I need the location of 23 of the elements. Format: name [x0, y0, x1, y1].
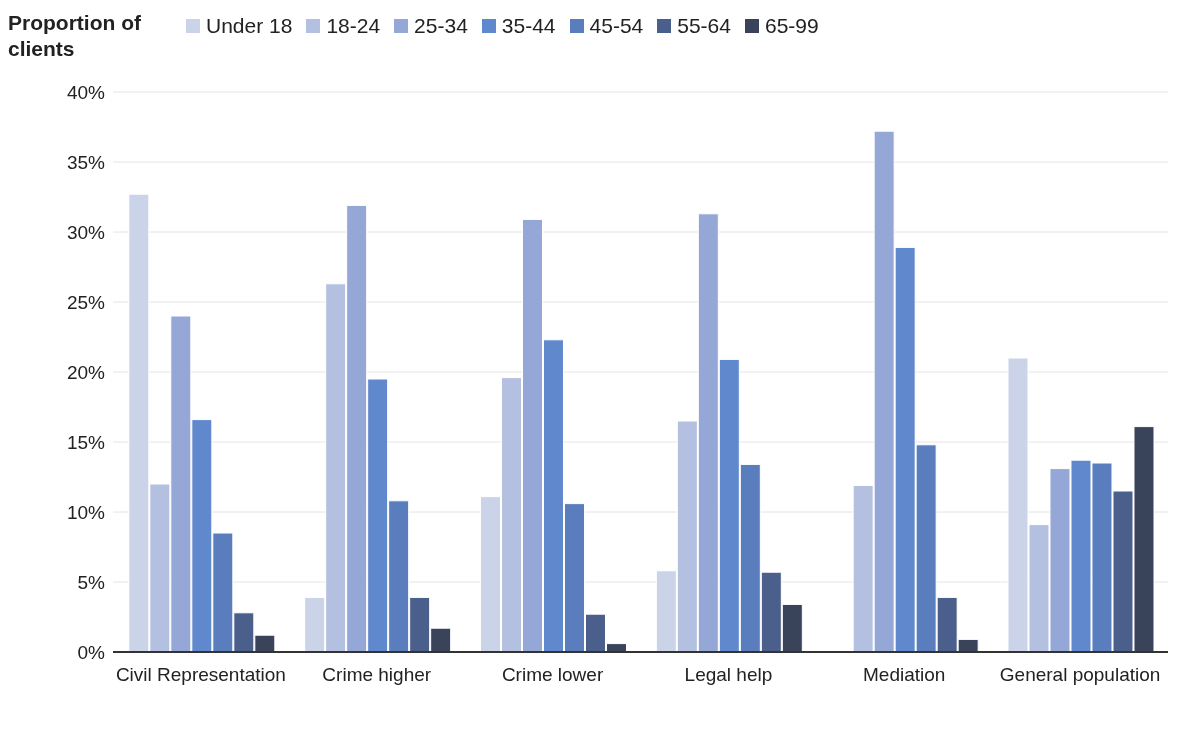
y-tick-label: 10% — [66, 501, 106, 523]
x-tick-label: Civil Representation — [115, 664, 286, 686]
x-tick-label: Crime lower — [501, 664, 604, 686]
legend-label: 45-54 — [589, 14, 644, 38]
y-tick-label: 40% — [66, 81, 106, 103]
y-tick-label: 25% — [66, 291, 106, 313]
y-tick-label: 30% — [66, 221, 106, 243]
y-axis-title: Proportion of clients — [8, 10, 142, 62]
y-tick-label: 0% — [77, 641, 106, 663]
legend-label: 25-34 — [414, 14, 468, 38]
legend-label: 18-24 — [326, 14, 381, 38]
legend-label: 55-64 — [677, 14, 731, 38]
legend-label: 35-44 — [501, 14, 556, 38]
x-tick-label: Legal help — [684, 664, 773, 686]
x-tick-label: General population — [999, 664, 1161, 686]
y-tick-label: 15% — [66, 431, 106, 453]
y-tick-label: 20% — [66, 361, 106, 383]
legend-label: 65-99 — [764, 14, 819, 38]
y-tick-label: 35% — [66, 151, 106, 173]
y-tick-label: 5% — [77, 571, 106, 593]
x-tick-label: Mediation — [863, 664, 946, 686]
x-tick-label: Crime higher — [322, 664, 432, 686]
legend-label: Under 18 — [206, 14, 293, 38]
